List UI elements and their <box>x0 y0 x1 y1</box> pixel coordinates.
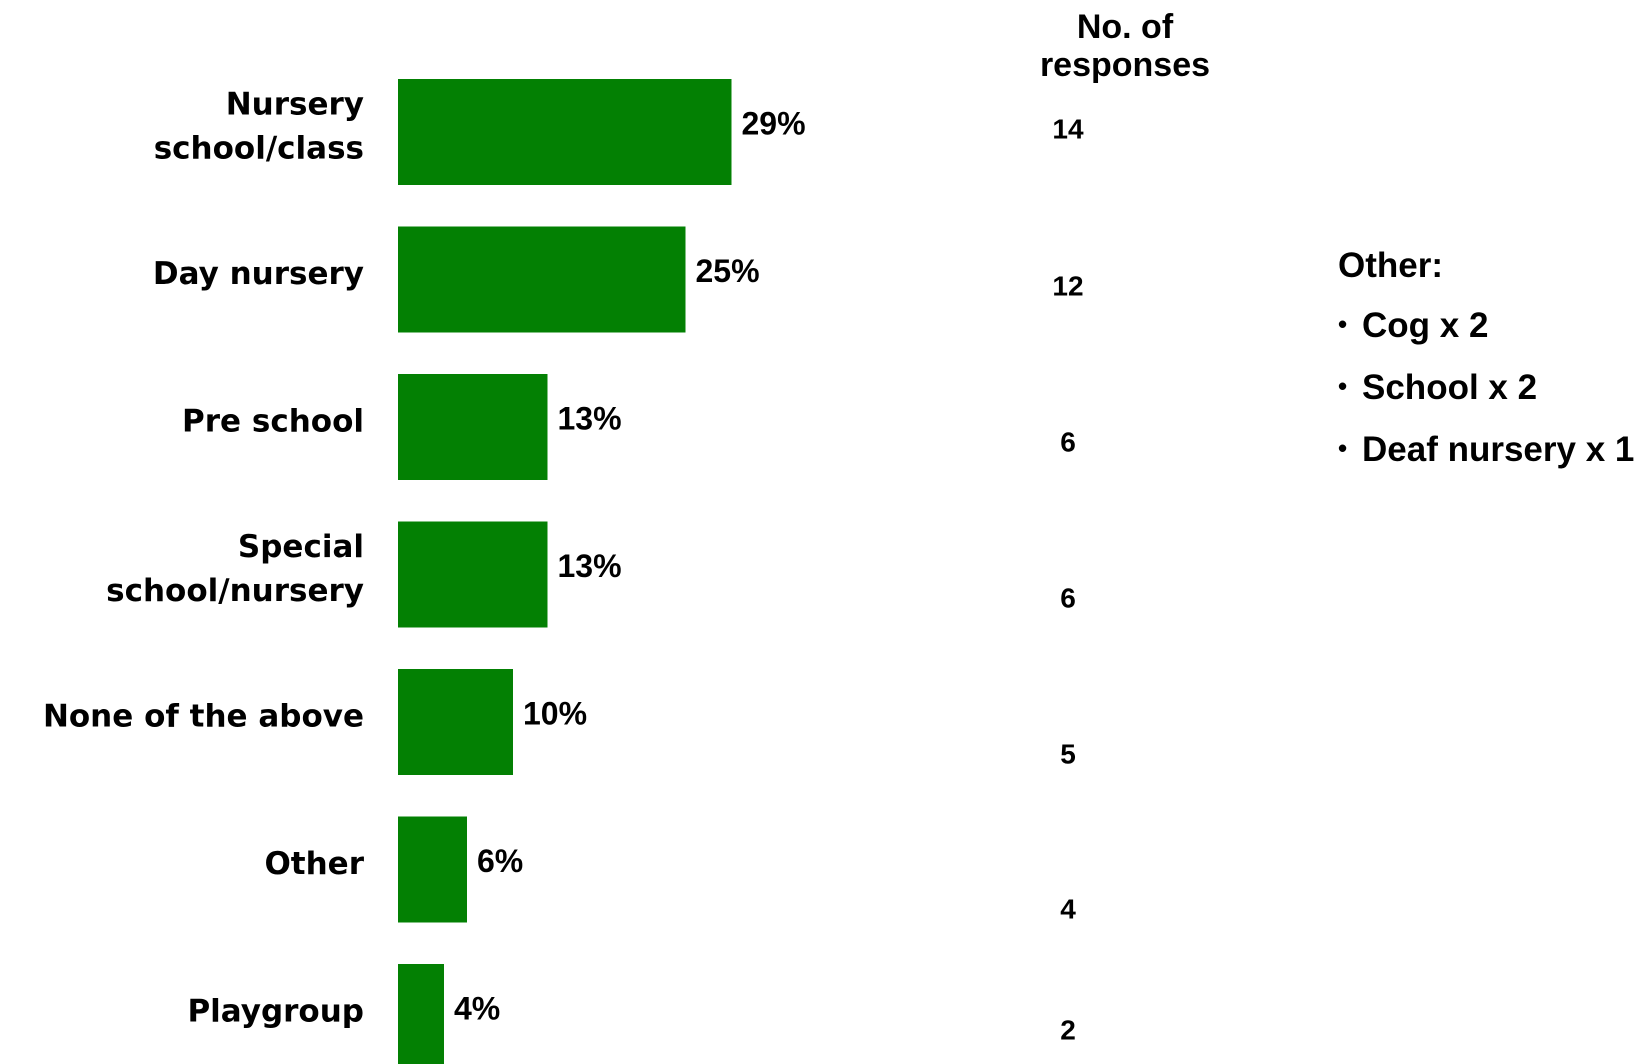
responses-header-line-2: responses <box>1039 46 1211 84</box>
category-label-line: Playgroup <box>187 994 364 1030</box>
other-note-item-text: School x 2 <box>1362 368 1538 407</box>
category-label: Special school/nursery <box>106 529 364 609</box>
data-label: 10% <box>523 695 587 731</box>
bullet-icon: • <box>1338 371 1348 401</box>
response-count: 5 <box>1060 738 1076 769</box>
other-note-item: • Deaf nursery x 1 <box>1338 428 1638 470</box>
category-label: Playgroup <box>187 994 364 1030</box>
data-label: 29% <box>742 105 806 141</box>
bar <box>398 521 548 628</box>
data-label: 25% <box>696 253 760 289</box>
response-count: 2 <box>1060 1014 1076 1045</box>
bar <box>398 816 467 923</box>
category-label-line: school/nursery <box>106 573 364 609</box>
category-label-line: None of the above <box>43 699 364 735</box>
bar <box>398 374 548 480</box>
other-note-item-text: Deaf nursery x 1 <box>1362 430 1635 469</box>
category-label: None of the above <box>43 699 364 735</box>
data-label: 13% <box>558 400 622 436</box>
category-label-line: Special <box>238 529 364 565</box>
bar <box>398 669 513 775</box>
responses-header-line-1: No. of <box>1076 8 1174 46</box>
data-label: 6% <box>477 843 523 879</box>
response-count: 12 <box>1052 270 1083 301</box>
category-label: Other <box>264 846 364 882</box>
category-label: Day nursery <box>153 256 364 292</box>
category-label: Nursery school/class <box>154 87 364 167</box>
other-note-title: Other: <box>1338 246 1443 285</box>
category-label: Pre school <box>182 404 364 440</box>
category-label-line: school/class <box>154 131 364 167</box>
response-count: 6 <box>1060 426 1076 457</box>
response-count: 14 <box>1052 113 1084 144</box>
response-count: 6 <box>1060 582 1076 613</box>
other-note-item: • Cog x 2 <box>1338 304 1638 346</box>
category-label-line: Other <box>264 846 364 882</box>
response-count: 4 <box>1060 893 1076 924</box>
category-label-line: Pre school <box>182 404 364 440</box>
bar <box>398 79 732 185</box>
other-note-list: • Cog x 2 • School x 2 • Deaf nursery x 1 <box>1338 304 1638 470</box>
bullet-icon: • <box>1338 433 1348 463</box>
data-label: 13% <box>558 548 622 584</box>
category-label-line: Nursery <box>226 87 364 123</box>
responses-header: No. of responses <box>1000 8 1250 84</box>
data-label: 4% <box>454 990 500 1026</box>
other-breakdown-note: Other: • Cog x 2 • School x 2 • Deaf nurser… <box>1338 246 1638 490</box>
category-label-line: Day nursery <box>153 256 364 292</box>
other-note-item-text: Cog x 2 <box>1362 306 1489 345</box>
bullet-icon: • <box>1338 309 1348 339</box>
other-note-item: • School x 2 <box>1338 366 1638 408</box>
bar <box>398 226 686 333</box>
bar <box>398 964 444 1064</box>
